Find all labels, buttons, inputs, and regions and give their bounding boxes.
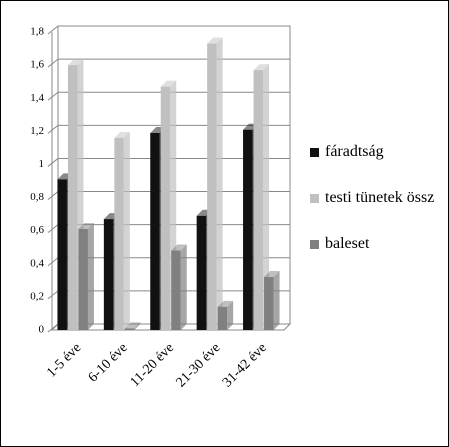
bar-top: [264, 271, 280, 278]
bar-top: [78, 223, 94, 230]
bar: [217, 306, 228, 330]
bar-depth: [180, 244, 187, 330]
tick-mark: [47, 257, 59, 267]
bar-depth: [273, 271, 280, 330]
bar-depth: [263, 64, 270, 331]
legend-item: baleset: [310, 232, 435, 256]
legend: fáradtság testi tünetek össz baleset: [310, 140, 435, 278]
y-tick-label: 1,2: [30, 125, 44, 137]
legend-label: testi tünetek össz: [325, 189, 435, 206]
bar: [196, 215, 207, 330]
tick-mark: [47, 124, 59, 134]
tick-mark: [47, 58, 59, 68]
bar-depth: [87, 223, 94, 330]
legend-item: testi tünetek össz: [310, 186, 435, 210]
bar: [67, 65, 78, 330]
y-tick-label: 0,8: [30, 191, 44, 203]
legend-label: baleset: [325, 235, 370, 252]
bar: [78, 229, 88, 330]
legend-label: fáradtság: [325, 143, 384, 160]
bar: [171, 250, 181, 330]
tick-mark: [47, 91, 59, 101]
legend-item: fáradtság: [310, 140, 435, 164]
bar: [253, 70, 264, 331]
legend-swatch: [310, 240, 319, 249]
y-tick-label: 0,6: [30, 224, 44, 236]
y-tick-label: 1: [39, 158, 45, 170]
bar-top: [67, 59, 84, 66]
bar: [243, 129, 253, 330]
y-tick-label: 1,8: [30, 26, 44, 38]
bar-top: [253, 64, 270, 71]
bar: [150, 132, 160, 330]
legend-swatch: [310, 194, 319, 203]
tick-mark: [47, 224, 59, 234]
bar: [114, 137, 124, 330]
bar-depth: [134, 322, 141, 330]
y-tick-label: 0: [39, 324, 45, 336]
bar: [160, 86, 171, 330]
tick-mark: [47, 191, 59, 200]
bar: [57, 179, 67, 330]
bar-top: [207, 37, 223, 44]
bar: [207, 43, 217, 330]
y-tick-label: 1,6: [30, 59, 44, 71]
tick-mark: [47, 25, 59, 35]
bar: [264, 277, 274, 330]
bar-depth: [216, 37, 223, 330]
tick-mark: [47, 290, 59, 300]
bar-depth: [123, 131, 130, 330]
y-tick-label: 0,4: [30, 257, 44, 269]
bar-top: [171, 244, 187, 251]
bar: [103, 219, 114, 330]
tick-mark: [47, 158, 59, 167]
bar-top: [124, 322, 141, 329]
bar-depth: [227, 300, 234, 330]
legend-swatch: [310, 148, 319, 157]
y-tick-label: 0,2: [30, 290, 44, 302]
y-tick-label: 1,4: [30, 92, 44, 104]
bar-top: [217, 300, 234, 307]
bar: [124, 328, 135, 330]
bar-top: [114, 131, 130, 138]
tick-mark: [47, 323, 59, 333]
bar-top: [160, 80, 177, 87]
